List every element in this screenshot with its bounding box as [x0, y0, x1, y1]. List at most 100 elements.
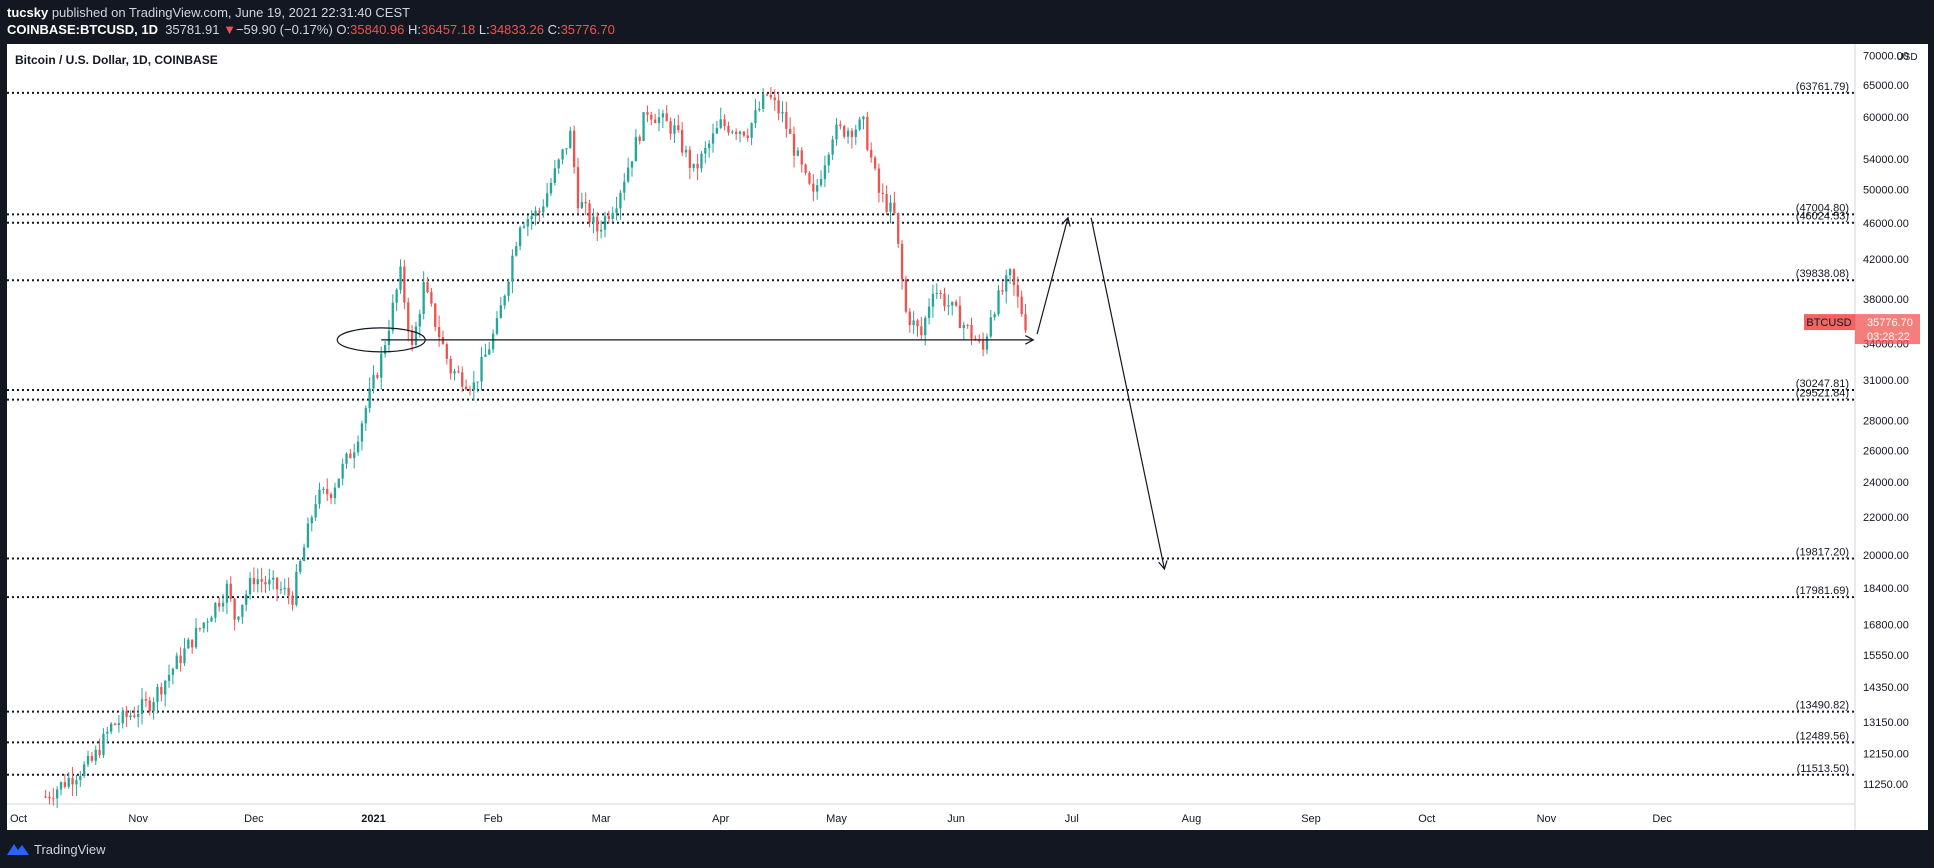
open-label: O: — [336, 22, 351, 37]
candle-body — [588, 203, 591, 223]
price-tick-label: 13150.00 — [1863, 717, 1909, 729]
candle-body — [113, 723, 117, 725]
candle-body — [283, 587, 286, 590]
candle-body — [993, 314, 996, 318]
candle-body — [160, 686, 163, 695]
candle-body — [275, 577, 279, 590]
candle-body — [623, 181, 626, 193]
candle-body — [653, 119, 657, 123]
symbol-badge-text: BTCUSD — [1806, 317, 1851, 329]
candle-body — [353, 452, 356, 459]
publish-info: tucsky published on TradingView.com, Jun… — [7, 5, 410, 20]
candle-body — [553, 168, 556, 183]
candle-body — [171, 668, 175, 675]
candle-body — [63, 782, 67, 787]
price-tick-label: 54000.00 — [1863, 154, 1909, 166]
published-text: published on TradingView.com, June 19, 2… — [51, 5, 411, 20]
candle-body — [356, 441, 360, 453]
candle-body — [148, 700, 151, 712]
price-tick-label: 22000.00 — [1863, 512, 1909, 524]
candle-body — [862, 116, 865, 120]
candle-body — [893, 202, 896, 213]
candle-body — [599, 229, 603, 232]
price-tick-label: 50000.00 — [1863, 185, 1909, 197]
candle-body — [997, 290, 1000, 315]
candle-body — [144, 699, 148, 701]
candle-body — [846, 130, 850, 137]
candle-body — [426, 282, 429, 293]
candle-body — [191, 639, 194, 648]
candle-body — [302, 547, 306, 562]
tradingview-brand[interactable]: TradingView — [34, 842, 106, 857]
candle-body — [526, 219, 529, 227]
candle-body — [245, 594, 248, 605]
candle-body — [661, 113, 665, 118]
candle-body — [214, 603, 217, 618]
currency-label[interactable]: USD — [1896, 52, 1917, 63]
candle-body — [407, 302, 410, 332]
candle-body — [106, 731, 109, 734]
candle-body — [985, 336, 989, 350]
price-tick-label: 11250.00 — [1863, 779, 1908, 791]
candle-body — [1001, 290, 1004, 292]
candle-body — [576, 167, 580, 209]
candle-body — [79, 776, 82, 781]
candle-body — [789, 128, 792, 135]
candle-body — [719, 119, 722, 128]
candle-body — [75, 780, 78, 785]
candle-body — [777, 100, 780, 114]
candle-body — [372, 374, 375, 389]
candle-body — [383, 345, 387, 354]
candle-body — [630, 161, 634, 168]
candle-body — [808, 172, 811, 184]
projection-arrow-line — [1036, 217, 1069, 335]
level-label: (30247.81) — [1796, 378, 1849, 390]
candle-body — [468, 389, 472, 391]
tradingview-logo-icon[interactable] — [6, 841, 30, 857]
candle-body — [900, 243, 904, 280]
price-axis[interactable]: 11250.00 12150.00 13150.00 14350.00 15550.00… — [1863, 51, 1909, 791]
candle-body — [669, 121, 672, 134]
candle-body — [380, 353, 383, 378]
candle-body — [877, 168, 881, 193]
candle-body — [121, 711, 124, 724]
candle-body — [943, 293, 946, 307]
candle-body — [515, 246, 518, 256]
candle-body — [870, 149, 873, 158]
time-tick-label: Jun — [947, 813, 965, 825]
candle-body — [291, 595, 294, 605]
candle-body — [345, 453, 348, 464]
candle-body — [364, 408, 367, 424]
candle-body — [167, 674, 171, 681]
candle-body — [329, 494, 333, 499]
candle-body — [341, 463, 344, 479]
candle-body — [503, 295, 506, 306]
candle-body — [750, 123, 753, 138]
candle-body — [1005, 275, 1008, 292]
candle-body — [310, 517, 313, 524]
candle-body — [696, 163, 699, 169]
candle-body — [812, 183, 815, 192]
close-label: C: — [547, 22, 561, 37]
low-value: 34833.26 — [489, 22, 544, 37]
candle-body — [584, 201, 587, 204]
candle-body — [708, 143, 711, 148]
candle-body — [210, 617, 213, 622]
candle-body — [723, 119, 726, 126]
author-name[interactable]: tucsky — [7, 5, 49, 20]
high-value: 36457.18 — [421, 22, 476, 37]
candle-body — [831, 139, 834, 155]
chart-area[interactable]: (63761.79) (47004.80) (46024.53) (39838.08)… — [7, 44, 1928, 830]
candle-body — [561, 149, 564, 160]
candle-body — [885, 194, 888, 212]
time-axis[interactable]: Oct Nov Dec 2021 Feb Mar Apr May Jun Jul Aug Sep Oct… — [10, 813, 1672, 825]
candle-body — [322, 488, 325, 490]
level-label: (63761.79) — [1796, 81, 1849, 93]
candle-body — [931, 293, 935, 307]
candle-body — [256, 579, 259, 585]
time-tick-label: May — [826, 813, 847, 825]
level-label: (39838.08) — [1796, 268, 1849, 280]
price-chart[interactable]: (63761.79) (47004.80)(46024.53) (39838.08)… — [7, 44, 1928, 830]
candle-body — [715, 127, 719, 134]
candle-body — [958, 305, 962, 329]
